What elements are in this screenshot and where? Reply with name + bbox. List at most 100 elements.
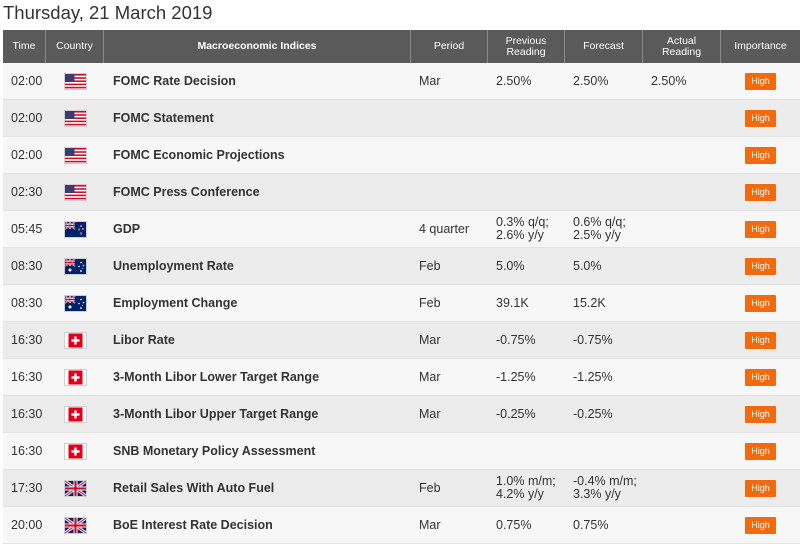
importance-badge: High xyxy=(745,72,776,90)
forecast-cell: -1.25% xyxy=(565,359,643,395)
period-value: Feb xyxy=(419,296,441,310)
period-cell xyxy=(411,174,488,210)
economic-calendar-table: Time Country Macroeconomic Indices Perio… xyxy=(3,30,800,544)
actual-cell xyxy=(643,211,721,247)
au-flag-icon xyxy=(64,295,86,311)
index-name: Retail Sales With Auto Fuel xyxy=(113,481,275,495)
period-cell: Mar xyxy=(411,507,488,543)
period-value: Mar xyxy=(419,407,441,421)
previous-value: 0.75% xyxy=(496,517,532,532)
previous-value: 4.2% y/y xyxy=(496,487,544,501)
index-name: FOMC Press Conference xyxy=(113,185,260,199)
index-cell: Employment Change xyxy=(104,285,411,321)
index-name: Employment Change xyxy=(113,296,238,310)
period-cell: Feb xyxy=(411,248,488,284)
time-cell: 08:30 xyxy=(3,285,46,321)
importance-badge: High xyxy=(745,331,776,349)
index-cell: 3-Month Libor Lower Target Range xyxy=(104,359,411,395)
time-value: 05:45 xyxy=(11,222,43,236)
actual-cell xyxy=(643,285,721,321)
header-forecast: Forecast xyxy=(565,30,643,63)
period-cell: Mar xyxy=(411,396,488,432)
previous-value: 5.0% xyxy=(496,258,525,273)
importance-cell: High xyxy=(721,396,800,432)
forecast-value: 2.50% xyxy=(573,73,609,88)
forecast-cell: 5.0% xyxy=(565,248,643,284)
index-cell: GDP xyxy=(104,211,411,247)
importance-badge: High xyxy=(745,183,776,201)
period-cell: Mar xyxy=(411,322,488,358)
period-value: Mar xyxy=(419,74,441,88)
actual-cell xyxy=(643,322,721,358)
country-cell xyxy=(46,100,104,136)
index-name: GDP xyxy=(113,222,141,236)
uk-flag-icon xyxy=(64,480,86,496)
time-cell: 16:30 xyxy=(3,359,46,395)
previous-cell: 0.3% q/q; 2.6% y/y xyxy=(488,211,565,247)
time-cell: 16:30 xyxy=(3,433,46,469)
us-flag-icon xyxy=(64,184,86,200)
header-country: Country xyxy=(46,30,104,63)
actual-cell xyxy=(643,137,721,173)
time-value: 08:30 xyxy=(11,259,43,273)
index-cell: Unemployment Rate xyxy=(104,248,411,284)
table-row: 16:30 SNB Monetary Policy Assessment High xyxy=(3,433,800,470)
previous-cell: 2.50% xyxy=(488,63,565,99)
time-value: 17:30 xyxy=(11,481,43,495)
index-name: Libor Rate xyxy=(113,333,175,347)
time-value: 16:30 xyxy=(11,370,43,384)
country-cell xyxy=(46,63,104,99)
index-cell: FOMC Statement xyxy=(104,100,411,136)
ch-flag-icon xyxy=(64,332,86,348)
actual-cell xyxy=(643,470,721,506)
actual-cell xyxy=(643,507,721,543)
table-row: 02:00 FOMC Rate Decision Mar 2.50% 2.50% 2.50… xyxy=(3,63,800,100)
forecast-value: -0.75% xyxy=(573,332,613,347)
page-title: Thursday, 21 March 2019 xyxy=(3,2,213,23)
forecast-cell: 15.2K xyxy=(565,285,643,321)
previous-value: -0.25% xyxy=(496,406,536,421)
country-cell xyxy=(46,322,104,358)
importance-cell: High xyxy=(721,322,800,358)
importance-cell: High xyxy=(721,507,800,543)
header-period: Period xyxy=(411,30,488,63)
country-cell xyxy=(46,433,104,469)
previous-value: -1.25% xyxy=(496,369,536,384)
importance-badge: High xyxy=(745,516,776,534)
forecast-cell: 0.6% q/q; 2.5% y/y xyxy=(565,211,643,247)
header-importance: Importance xyxy=(734,40,787,52)
table-body: 02:00 FOMC Rate Decision Mar 2.50% 2.50% 2.50… xyxy=(3,63,800,544)
time-value: 02:00 xyxy=(11,148,43,162)
forecast-value: 15.2K xyxy=(573,295,606,310)
period-cell xyxy=(411,100,488,136)
importance-cell: High xyxy=(721,211,800,247)
index-cell: FOMC Press Conference xyxy=(104,174,411,210)
time-cell: 02:00 xyxy=(3,137,46,173)
ch-flag-icon xyxy=(64,443,86,459)
time-cell: 02:00 xyxy=(3,100,46,136)
importance-badge: High xyxy=(745,146,776,164)
index-name: Unemployment Rate xyxy=(113,259,234,273)
importance-cell: High xyxy=(721,285,800,321)
period-cell xyxy=(411,137,488,173)
index-name: BoE Interest Rate Decision xyxy=(113,518,273,532)
importance-cell: High xyxy=(721,470,800,506)
index-cell: Retail Sales With Auto Fuel xyxy=(104,470,411,506)
forecast-cell: -0.25% xyxy=(565,396,643,432)
importance-badge: High xyxy=(745,405,776,423)
forecast-cell: 2.50% xyxy=(565,63,643,99)
index-name: FOMC Economic Projections xyxy=(113,148,285,162)
actual-cell xyxy=(643,433,721,469)
country-cell xyxy=(46,507,104,543)
period-cell: Mar xyxy=(411,359,488,395)
previous-cell: -1.25% xyxy=(488,359,565,395)
period-cell: Feb xyxy=(411,470,488,506)
importance-badge: High xyxy=(745,220,776,238)
header-previous: Previous Reading xyxy=(488,30,565,63)
previous-value: 0.3% q/q; xyxy=(496,215,549,229)
period-value: Feb xyxy=(419,259,441,273)
country-cell xyxy=(46,137,104,173)
index-name: 3-Month Libor Lower Target Range xyxy=(113,370,320,384)
forecast-cell: -0.4% m/m; 3.3% y/y xyxy=(565,470,643,506)
country-cell xyxy=(46,359,104,395)
